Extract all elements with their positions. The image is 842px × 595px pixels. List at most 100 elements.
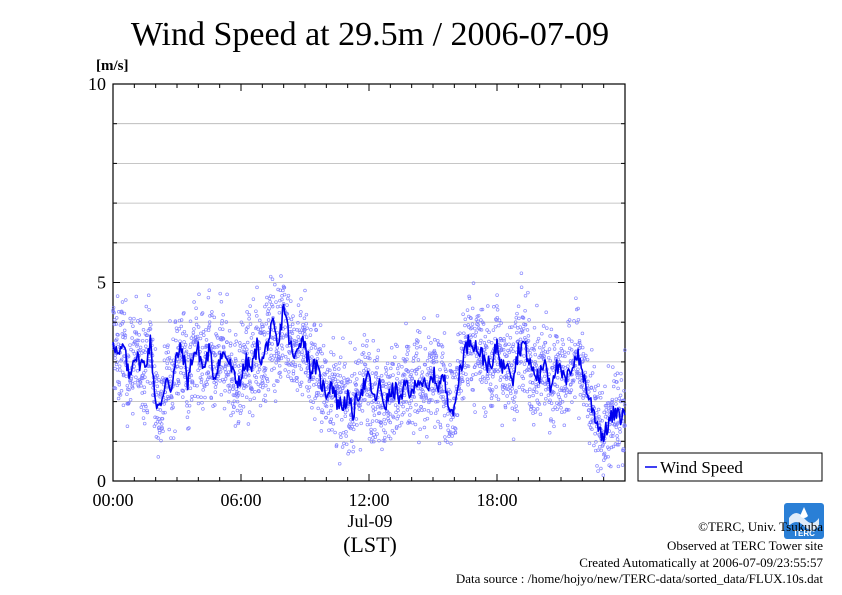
series-line-wind-speed (112, 303, 626, 443)
sample-point (213, 385, 218, 389)
sample-point (358, 403, 362, 408)
sample-point (234, 387, 239, 391)
sample-point (249, 350, 254, 354)
sample-point (329, 350, 333, 354)
sample-point (331, 353, 336, 357)
sample-point (477, 364, 482, 368)
sample-point (379, 420, 384, 424)
sample-point (365, 418, 370, 422)
sample-point (547, 347, 552, 351)
sample-point (182, 329, 187, 334)
sample-point (515, 311, 519, 316)
sample-point (246, 383, 250, 387)
sample-point (531, 380, 535, 385)
sample-point (437, 441, 442, 446)
sample-point (353, 347, 357, 351)
sample-point (221, 345, 226, 350)
sample-point (289, 299, 293, 303)
sample-point (375, 432, 379, 436)
sample-point (124, 374, 129, 379)
sample-point (145, 408, 149, 413)
sample-point (496, 397, 501, 402)
sample-point (310, 355, 314, 359)
sample-point (335, 414, 339, 418)
sample-point (543, 340, 548, 345)
sample-point (129, 320, 134, 324)
sample-point (486, 376, 490, 381)
sample-point (422, 425, 427, 430)
sample-point (531, 423, 536, 427)
sample-point (386, 417, 390, 421)
sample-point (145, 333, 149, 338)
sample-point (517, 385, 522, 389)
sample-point (313, 342, 317, 347)
sample-point (522, 354, 526, 358)
sample-point (273, 399, 278, 403)
sample-point (345, 408, 350, 412)
sample-point (332, 372, 337, 377)
sample-point (392, 431, 396, 435)
sample-point (478, 327, 482, 332)
sample-point (319, 429, 324, 433)
sample-point (370, 419, 375, 423)
sample-point (341, 336, 345, 341)
sample-point (576, 371, 581, 376)
sample-point (241, 322, 245, 327)
sample-point (396, 371, 401, 375)
sample-point (541, 324, 546, 328)
sample-point (167, 366, 171, 371)
sample-point (186, 352, 191, 357)
sample-point (620, 463, 625, 467)
sample-point (471, 388, 475, 392)
sample-point (608, 405, 613, 410)
sample-point (235, 390, 239, 394)
credit-observed: Observed at TERC Tower site (667, 538, 823, 553)
sample-point (168, 379, 173, 384)
sample-point (336, 379, 340, 384)
sample-point (515, 409, 519, 414)
sample-point (438, 425, 443, 430)
sample-point (194, 306, 198, 310)
sample-point (588, 374, 593, 378)
sample-point (408, 413, 412, 417)
sample-point (515, 330, 519, 335)
sample-point (333, 377, 338, 382)
sample-point (585, 357, 590, 362)
sample-point (554, 354, 558, 359)
sample-point (436, 338, 440, 343)
sample-point (453, 370, 457, 374)
sample-point (161, 411, 166, 415)
sample-point (529, 373, 534, 377)
sample-point (476, 319, 480, 323)
sample-point (256, 370, 260, 374)
sample-point (425, 435, 429, 439)
sample-point (131, 324, 135, 328)
sample-point (208, 314, 212, 318)
sample-point (206, 371, 211, 375)
sample-point (369, 431, 374, 436)
sample-point (157, 430, 162, 435)
chart-title: Wind Speed at 29.5m / 2006-07-09 (131, 16, 609, 53)
sample-point (381, 379, 385, 384)
sample-point (295, 328, 299, 332)
sample-point (333, 430, 337, 435)
sample-point (213, 403, 217, 407)
sample-point (340, 418, 344, 422)
sample-point (490, 393, 494, 398)
sample-point (247, 313, 251, 317)
terc-logo-text: TERC (793, 529, 815, 538)
sample-point (541, 344, 546, 349)
sample-point (473, 326, 477, 331)
sample-point (368, 356, 372, 361)
sample-point (426, 409, 431, 413)
sample-point (617, 396, 621, 401)
sample-point (535, 407, 540, 411)
sample-point (270, 358, 274, 362)
sample-point (146, 293, 151, 298)
sample-point (141, 328, 146, 332)
sample-point (320, 420, 324, 425)
sample-point (233, 364, 237, 368)
sample-point (534, 384, 539, 389)
sample-point (447, 387, 451, 392)
sample-point (295, 379, 299, 383)
